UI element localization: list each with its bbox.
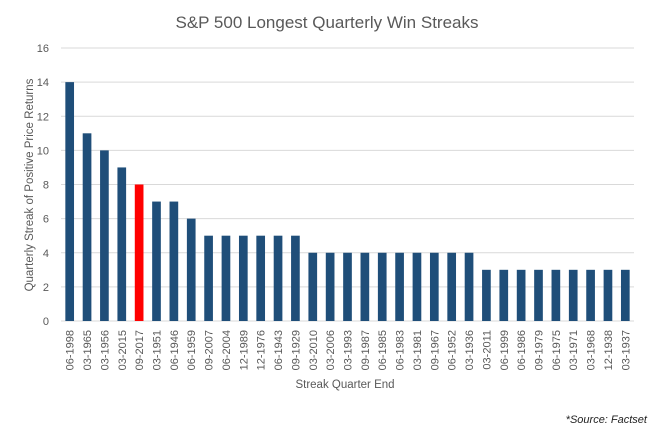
source-note: *Source: Factset <box>566 414 648 426</box>
bar <box>343 252 352 321</box>
x-tick-label: 12-1989 <box>238 330 250 370</box>
bar <box>221 235 231 321</box>
x-tick-label: 09-1987 <box>360 330 372 370</box>
x-tick-label: 06-2004 <box>221 330 233 370</box>
chart-title: S&P 500 Longest Quarterly Win Streaks <box>175 13 478 32</box>
x-tick-label: 03-2011 <box>481 330 493 370</box>
bar <box>603 269 613 321</box>
x-tick-label: 06-1975 <box>551 330 563 370</box>
x-tick-label: 03-1937 <box>620 330 632 370</box>
bar <box>256 235 266 321</box>
y-tick-label: 14 <box>37 77 49 89</box>
bars <box>65 82 630 321</box>
bar <box>65 82 75 321</box>
bar <box>169 201 179 321</box>
bar <box>377 252 387 321</box>
bar <box>482 269 491 321</box>
bar <box>568 269 578 321</box>
x-axis-ticks: 06-1998 03-1965 03-1956 03-2015 09-2017 03-19… <box>65 330 633 370</box>
x-tick-label: 06-1952 <box>447 330 459 370</box>
x-tick-label: 03-1968 <box>586 330 598 370</box>
x-tick-label: 12-1938 <box>603 330 615 370</box>
x-tick-label: 06-1986 <box>516 330 528 370</box>
y-tick-label: 0 <box>43 316 49 328</box>
bar <box>152 201 161 321</box>
x-tick-label: 06-1985 <box>377 330 389 370</box>
bar <box>238 235 248 321</box>
bar <box>620 269 630 321</box>
x-tick-label: 03-1965 <box>82 330 94 370</box>
bar <box>534 269 543 321</box>
x-tick-label: 12-1976 <box>256 330 268 370</box>
x-tick-label: 03-1981 <box>412 330 424 370</box>
bar-highlighted <box>134 184 144 321</box>
x-tick-label: 06-1943 <box>273 330 285 370</box>
y-tick-label: 2 <box>43 282 49 294</box>
x-tick-label: 03-1951 <box>152 330 164 370</box>
bar <box>308 252 318 321</box>
bar <box>447 252 457 321</box>
x-tick-label: 03-2015 <box>117 330 129 370</box>
bar <box>395 252 404 321</box>
x-tick-label: 09-2017 <box>134 330 146 370</box>
bar <box>586 269 595 321</box>
y-axis-ticks: 0 2 4 6 8 10 12 14 16 <box>37 43 49 328</box>
bar <box>325 252 335 321</box>
bar <box>499 269 509 321</box>
x-tick-label: 06-1999 <box>499 330 511 370</box>
bar <box>551 269 561 321</box>
x-tick-label: 03-2010 <box>308 330 320 370</box>
x-tick-label: 03-1993 <box>343 330 355 370</box>
bar <box>429 252 439 321</box>
x-tick-label: 03-2006 <box>325 330 337 370</box>
y-tick-label: 8 <box>43 180 49 192</box>
y-tick-label: 6 <box>43 214 49 226</box>
x-tick-label: 03-1956 <box>99 330 111 370</box>
y-tick-label: 10 <box>37 145 49 157</box>
y-tick-label: 16 <box>37 43 49 55</box>
x-tick-label: 09-1967 <box>429 330 441 370</box>
x-axis-title: Streak Quarter End <box>295 379 394 391</box>
x-tick-label: 09-1929 <box>290 330 302 370</box>
bar <box>412 252 422 321</box>
x-tick-label: 06-1998 <box>65 330 77 370</box>
x-tick-label: 06-1959 <box>186 330 198 370</box>
x-tick-label: 09-1979 <box>534 330 546 370</box>
x-tick-label: 06-1946 <box>169 330 181 370</box>
x-tick-label: 09-2007 <box>204 330 216 370</box>
bar <box>100 150 109 321</box>
bar <box>82 133 92 321</box>
bar <box>186 218 196 321</box>
bar <box>291 235 300 321</box>
x-tick-label: 06-1983 <box>395 330 407 370</box>
bar <box>204 235 213 321</box>
bar <box>464 252 474 321</box>
x-tick-label: 03-1936 <box>464 330 476 370</box>
x-tick-label: 03-1971 <box>568 330 580 370</box>
y-tick-label: 12 <box>37 111 49 123</box>
bar <box>360 252 370 321</box>
y-axis-title: Quarterly Streak of Positive Price Retur… <box>24 78 36 291</box>
bar <box>117 167 127 321</box>
y-tick-label: 4 <box>43 248 49 260</box>
bar <box>273 235 283 321</box>
bar <box>516 269 526 321</box>
